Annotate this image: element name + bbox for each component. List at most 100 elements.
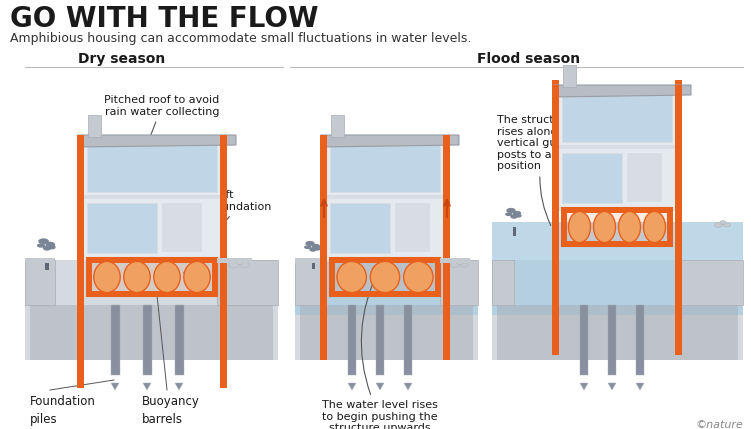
Bar (45, 260, 49, 270)
Ellipse shape (46, 242, 55, 248)
Ellipse shape (315, 247, 321, 251)
Ellipse shape (229, 262, 239, 268)
Ellipse shape (37, 243, 45, 248)
Ellipse shape (619, 211, 641, 242)
Bar (492, 260, 743, 360)
Ellipse shape (714, 223, 722, 227)
Bar (562, 208, 567, 246)
Ellipse shape (240, 263, 249, 268)
Bar (175, 305, 184, 375)
Bar (220, 135, 227, 270)
Polygon shape (321, 135, 459, 147)
Bar (87, 202, 157, 253)
Bar (580, 305, 588, 375)
Bar (143, 305, 152, 375)
Bar (492, 260, 514, 305)
Ellipse shape (513, 211, 521, 216)
Bar (330, 139, 440, 191)
Bar (562, 208, 672, 246)
Bar (443, 143, 450, 360)
Bar (404, 305, 412, 375)
Text: Flood season: Flood season (478, 52, 581, 66)
Polygon shape (143, 383, 151, 390)
Bar (330, 202, 390, 253)
Bar (330, 258, 335, 296)
Bar (111, 305, 120, 375)
Text: The structure
rises along the
vertical guidance
posts to a safe
position: The structure rises along the vertical g… (497, 115, 594, 226)
Text: Pitched roof to avoid
rain water collecting: Pitched roof to avoid rain water collect… (104, 95, 219, 142)
Bar (312, 260, 315, 269)
Bar (376, 305, 384, 375)
Polygon shape (78, 135, 236, 147)
Bar (562, 208, 672, 246)
Bar (325, 135, 445, 197)
Bar (675, 80, 682, 355)
Bar (320, 143, 327, 360)
Ellipse shape (460, 263, 468, 267)
Ellipse shape (569, 211, 590, 242)
Bar (220, 143, 227, 388)
Text: The water level rises
to begin pushing the
structure upwards: The water level rises to begin pushing t… (322, 269, 438, 429)
Bar (557, 148, 677, 210)
Bar (348, 305, 356, 375)
Bar (330, 258, 440, 296)
Ellipse shape (719, 221, 726, 225)
Bar (325, 197, 445, 260)
Ellipse shape (124, 261, 150, 293)
Ellipse shape (723, 223, 731, 227)
Ellipse shape (304, 245, 312, 249)
Polygon shape (376, 383, 384, 390)
Polygon shape (608, 383, 616, 390)
Bar (82, 197, 222, 260)
Bar (217, 260, 278, 305)
Bar (563, 65, 576, 87)
Bar (87, 258, 217, 296)
Bar (295, 258, 320, 263)
Ellipse shape (38, 239, 49, 244)
Bar (562, 152, 622, 203)
Bar (636, 305, 644, 375)
Text: Raft
foundation: Raft foundation (184, 190, 273, 273)
Ellipse shape (309, 247, 317, 252)
Ellipse shape (370, 261, 400, 293)
Ellipse shape (506, 208, 516, 213)
Bar (295, 262, 478, 315)
Bar (77, 135, 84, 270)
Bar (87, 258, 217, 263)
Bar (87, 258, 92, 296)
Bar (330, 291, 440, 296)
Text: GO WITH THE FLOW: GO WITH THE FLOW (10, 5, 318, 33)
Polygon shape (111, 383, 119, 390)
Bar (25, 258, 55, 263)
Polygon shape (175, 383, 183, 390)
Ellipse shape (593, 211, 616, 242)
Bar (552, 80, 559, 355)
Polygon shape (580, 383, 588, 390)
Bar (435, 258, 440, 296)
Text: Buoyancy
barrels: Buoyancy barrels (142, 395, 200, 426)
Polygon shape (348, 383, 356, 390)
Ellipse shape (337, 261, 366, 293)
Ellipse shape (404, 261, 433, 293)
Bar (675, 85, 682, 220)
Bar (25, 260, 55, 305)
Text: Amphibious housing can accommodate small fluctuations in water levels.: Amphibious housing can accommodate small… (10, 32, 472, 45)
Bar (217, 258, 252, 263)
Bar (82, 135, 222, 197)
Bar (667, 208, 672, 246)
Text: Foundation
piles: Foundation piles (30, 395, 96, 426)
Bar (295, 260, 320, 305)
Bar (443, 135, 450, 270)
Polygon shape (553, 85, 691, 97)
Bar (562, 208, 672, 213)
Bar (552, 85, 559, 220)
Ellipse shape (154, 261, 180, 293)
Ellipse shape (312, 244, 320, 249)
Bar (557, 85, 677, 148)
Text: ©nature: ©nature (695, 420, 743, 429)
Bar (677, 260, 743, 305)
Bar (87, 291, 217, 296)
Bar (87, 139, 217, 191)
Ellipse shape (43, 245, 51, 251)
Bar (88, 115, 101, 137)
